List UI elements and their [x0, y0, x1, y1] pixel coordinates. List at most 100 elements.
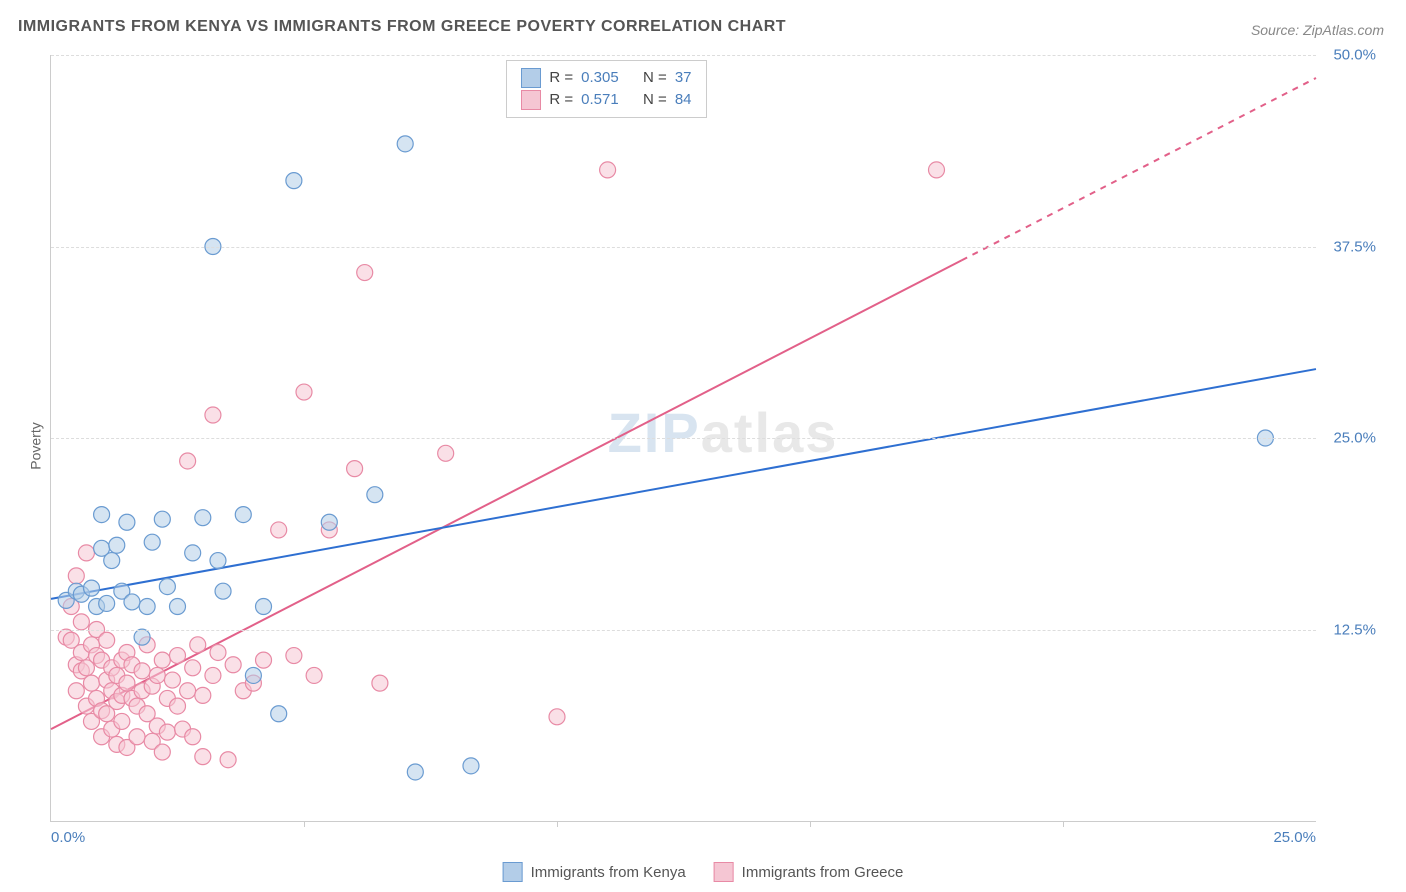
- data-point: [367, 487, 383, 503]
- data-point: [159, 579, 175, 595]
- legend-label-kenya: Immigrants from Kenya: [531, 864, 686, 881]
- data-point: [347, 461, 363, 477]
- data-point: [438, 445, 454, 461]
- xtick: [304, 821, 305, 827]
- data-point: [134, 663, 150, 679]
- data-point: [195, 749, 211, 765]
- swatch-kenya: [521, 68, 541, 88]
- legend-row-kenya: R = 0.305 N = 37: [521, 67, 691, 89]
- grid-line: [51, 630, 1316, 631]
- data-point: [256, 599, 272, 615]
- chart-title: IMMIGRANTS FROM KENYA VS IMMIGRANTS FROM…: [18, 18, 786, 36]
- xtick: [557, 821, 558, 827]
- data-point: [286, 173, 302, 189]
- data-point: [357, 265, 373, 281]
- data-point: [210, 644, 226, 660]
- data-point: [296, 384, 312, 400]
- data-point: [73, 614, 89, 630]
- data-point: [68, 568, 84, 584]
- legend-item-kenya: Immigrants from Kenya: [503, 862, 686, 882]
- data-point: [185, 660, 201, 676]
- data-point: [109, 537, 125, 553]
- data-point: [83, 580, 99, 596]
- data-point: [286, 648, 302, 664]
- n-label: N =: [643, 67, 667, 89]
- data-point: [78, 545, 94, 561]
- n-label: N =: [643, 89, 667, 111]
- series-legend: Immigrants from Kenya Immigrants from Gr…: [503, 862, 904, 882]
- data-point: [190, 637, 206, 653]
- r-label: R =: [549, 67, 573, 89]
- data-point: [129, 729, 145, 745]
- data-point: [139, 599, 155, 615]
- n-value-kenya: 37: [675, 67, 692, 89]
- xtick: [1063, 821, 1064, 827]
- swatch-kenya-icon: [503, 862, 523, 882]
- xtick: [810, 821, 811, 827]
- data-point: [68, 683, 84, 699]
- data-point: [205, 667, 221, 683]
- data-point: [185, 545, 201, 561]
- r-label: R =: [549, 89, 573, 111]
- data-point: [154, 652, 170, 668]
- data-point: [397, 136, 413, 152]
- data-point: [245, 667, 261, 683]
- data-point: [104, 553, 120, 569]
- data-point: [549, 709, 565, 725]
- data-point: [170, 599, 186, 615]
- correlation-legend: R = 0.305 N = 37 R = 0.571 N = 84: [506, 60, 706, 118]
- swatch-greece: [521, 90, 541, 110]
- data-point: [180, 453, 196, 469]
- data-point: [600, 162, 616, 178]
- data-point: [225, 657, 241, 673]
- data-point: [134, 629, 150, 645]
- source-credit: Source: ZipAtlas.com: [1251, 22, 1384, 38]
- data-point: [271, 706, 287, 722]
- data-point: [94, 507, 110, 523]
- data-point: [99, 595, 115, 611]
- data-point: [180, 683, 196, 699]
- trend-line: [51, 260, 962, 729]
- grid-line: [51, 55, 1316, 56]
- data-point: [99, 632, 115, 648]
- data-point: [372, 675, 388, 691]
- data-point: [154, 511, 170, 527]
- grid-line: [51, 438, 1316, 439]
- grid-line: [51, 247, 1316, 248]
- data-point: [154, 744, 170, 760]
- data-point: [215, 583, 231, 599]
- xtick-label: 25.0%: [1273, 829, 1316, 846]
- data-point: [170, 648, 186, 664]
- legend-row-greece: R = 0.571 N = 84: [521, 89, 691, 111]
- swatch-greece-icon: [714, 862, 734, 882]
- data-point: [114, 713, 130, 729]
- data-point: [164, 672, 180, 688]
- trend-line-dashed: [962, 78, 1316, 260]
- data-point: [929, 162, 945, 178]
- data-point: [149, 667, 165, 683]
- data-point: [271, 522, 287, 538]
- r-value-kenya: 0.305: [581, 67, 619, 89]
- y-axis-label: Poverty: [28, 422, 44, 469]
- data-point: [144, 534, 160, 550]
- legend-label-greece: Immigrants from Greece: [742, 864, 904, 881]
- legend-item-greece: Immigrants from Greece: [714, 862, 904, 882]
- ytick-label: 37.5%: [1333, 238, 1376, 255]
- data-point: [321, 514, 337, 530]
- chart-container: ZIPatlas R = 0.305 N = 37 R = 0.571 N = …: [50, 55, 1386, 847]
- data-point: [83, 675, 99, 691]
- data-point: [205, 407, 221, 423]
- ytick-label: 50.0%: [1333, 47, 1376, 64]
- ytick-label: 25.0%: [1333, 430, 1376, 447]
- data-point: [119, 675, 135, 691]
- data-point: [159, 724, 175, 740]
- data-point: [235, 507, 251, 523]
- data-point: [185, 729, 201, 745]
- data-point: [124, 594, 140, 610]
- data-point: [407, 764, 423, 780]
- data-point: [119, 514, 135, 530]
- data-point: [210, 553, 226, 569]
- data-point: [306, 667, 322, 683]
- data-point: [256, 652, 272, 668]
- ytick-label: 12.5%: [1333, 621, 1376, 638]
